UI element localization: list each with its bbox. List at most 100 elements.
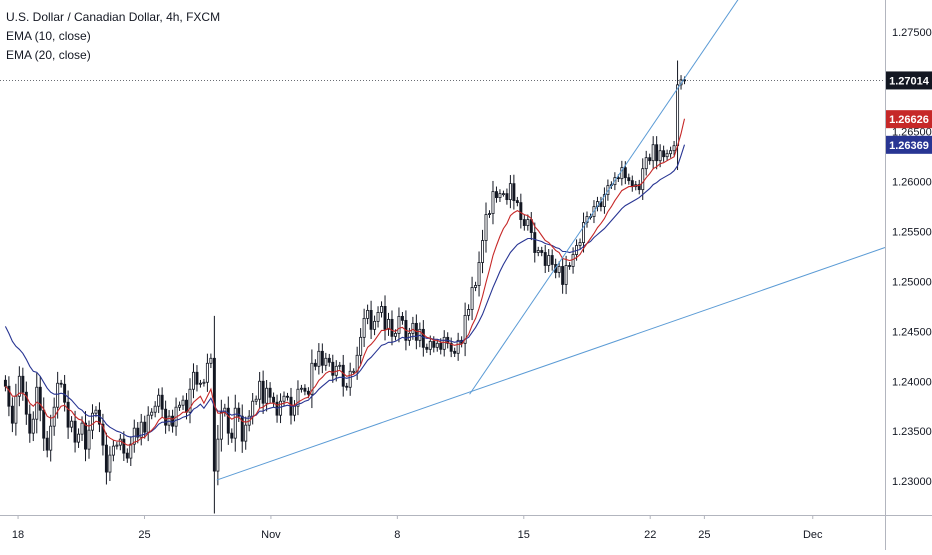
time-axis[interactable]: 18 25 Nov 8 15 22 25 Dec <box>0 515 932 541</box>
candle-body <box>286 395 289 398</box>
candle-body <box>449 342 453 352</box>
candle-body <box>258 380 262 400</box>
candle-body <box>146 414 150 433</box>
candle-body <box>512 183 516 202</box>
ema20-price-tag-label: 1.26369 <box>889 140 929 152</box>
candle-body <box>439 342 443 350</box>
candle-body <box>143 421 147 433</box>
candle-body <box>63 383 67 403</box>
candle-body <box>651 144 655 162</box>
candle-body <box>526 219 530 226</box>
candle-body <box>136 427 140 438</box>
candle-body <box>627 177 631 182</box>
candle-body <box>101 423 105 446</box>
candle-body <box>331 361 335 376</box>
candle-body <box>515 200 519 204</box>
candle-body <box>185 399 188 413</box>
candle-body <box>578 242 582 246</box>
candle-body <box>672 145 676 152</box>
candle-body <box>463 314 467 344</box>
candle-body <box>157 394 161 407</box>
time-tick-label: Dec <box>803 529 823 541</box>
price-tick-label: 1.27500 <box>892 27 932 39</box>
candle-body <box>178 404 182 408</box>
candle-body <box>669 150 673 155</box>
candle-body <box>198 382 202 385</box>
candle-body <box>94 409 98 414</box>
candle-body <box>393 332 397 337</box>
candle-body <box>320 350 324 366</box>
time-tick-label: 15 <box>518 529 530 541</box>
candle-body <box>488 213 491 215</box>
candle-body <box>226 407 230 434</box>
candle-body <box>564 265 568 285</box>
price-tags: 1.27014 1.26626 1.26369 <box>0 71 932 154</box>
time-tick-label: 22 <box>644 529 656 541</box>
candle-body <box>56 382 60 408</box>
candle-body <box>251 400 255 417</box>
candle-body <box>533 232 537 253</box>
candle-body <box>341 364 345 387</box>
price-tick-label: 1.25500 <box>892 227 932 239</box>
price-tick-label: 1.23500 <box>892 426 932 438</box>
candle-body <box>153 405 157 413</box>
price-tick-label: 1.24000 <box>892 376 932 388</box>
candle-body <box>80 422 84 435</box>
candle-body <box>306 390 310 395</box>
candle-body <box>70 420 74 428</box>
ema20-line <box>4 144 686 438</box>
candle-body <box>202 381 206 384</box>
candle-body <box>345 385 349 388</box>
candle-body <box>662 150 666 158</box>
price-tick-label: 1.26000 <box>892 177 932 189</box>
candle-body <box>303 387 307 392</box>
candle-body <box>150 411 154 416</box>
candle-body <box>265 387 269 404</box>
ema20-legend: EMA (20, close) <box>6 48 91 62</box>
candle-body <box>387 318 390 330</box>
price-tick-label: 1.24500 <box>892 326 932 338</box>
candle-body <box>31 418 35 434</box>
candle-body <box>91 412 94 431</box>
candle-body <box>108 454 112 473</box>
time-tick-label: 8 <box>394 529 400 541</box>
candle-body <box>3 379 7 387</box>
candle-body <box>571 254 575 267</box>
candle-body <box>501 193 505 196</box>
candle-body <box>540 250 544 253</box>
candle-body <box>470 287 474 310</box>
indicator-layer <box>4 118 686 446</box>
candle-body <box>240 415 244 442</box>
candle-body <box>456 339 460 354</box>
ema10-price-tag-label: 1.26626 <box>889 114 929 126</box>
candle-body <box>139 421 143 438</box>
candle-body <box>505 193 509 201</box>
candle-body <box>568 265 572 267</box>
trendline-2 <box>469 0 739 395</box>
candle-body <box>352 370 356 373</box>
candle-body <box>522 219 526 226</box>
candle-body <box>160 394 164 410</box>
candle-body <box>219 411 223 440</box>
candle-body <box>42 409 46 439</box>
candle-body <box>474 285 478 288</box>
time-tick-label: 18 <box>12 529 24 541</box>
candle-body <box>432 340 436 348</box>
candle-body <box>195 371 199 385</box>
candle-body <box>10 405 14 424</box>
candle-body <box>272 396 276 403</box>
candle-body <box>261 380 265 404</box>
candle-body <box>665 153 669 158</box>
trendline-layer <box>216 0 886 481</box>
candle-body <box>279 400 283 416</box>
candle-body <box>425 346 429 350</box>
candle-body <box>411 322 415 334</box>
candle-body <box>268 387 272 398</box>
candle-body <box>383 306 387 330</box>
candle-body <box>630 180 634 188</box>
candle-body <box>14 395 18 424</box>
candle-body <box>550 255 554 265</box>
candle-body <box>181 399 185 406</box>
candle-body <box>481 240 485 263</box>
